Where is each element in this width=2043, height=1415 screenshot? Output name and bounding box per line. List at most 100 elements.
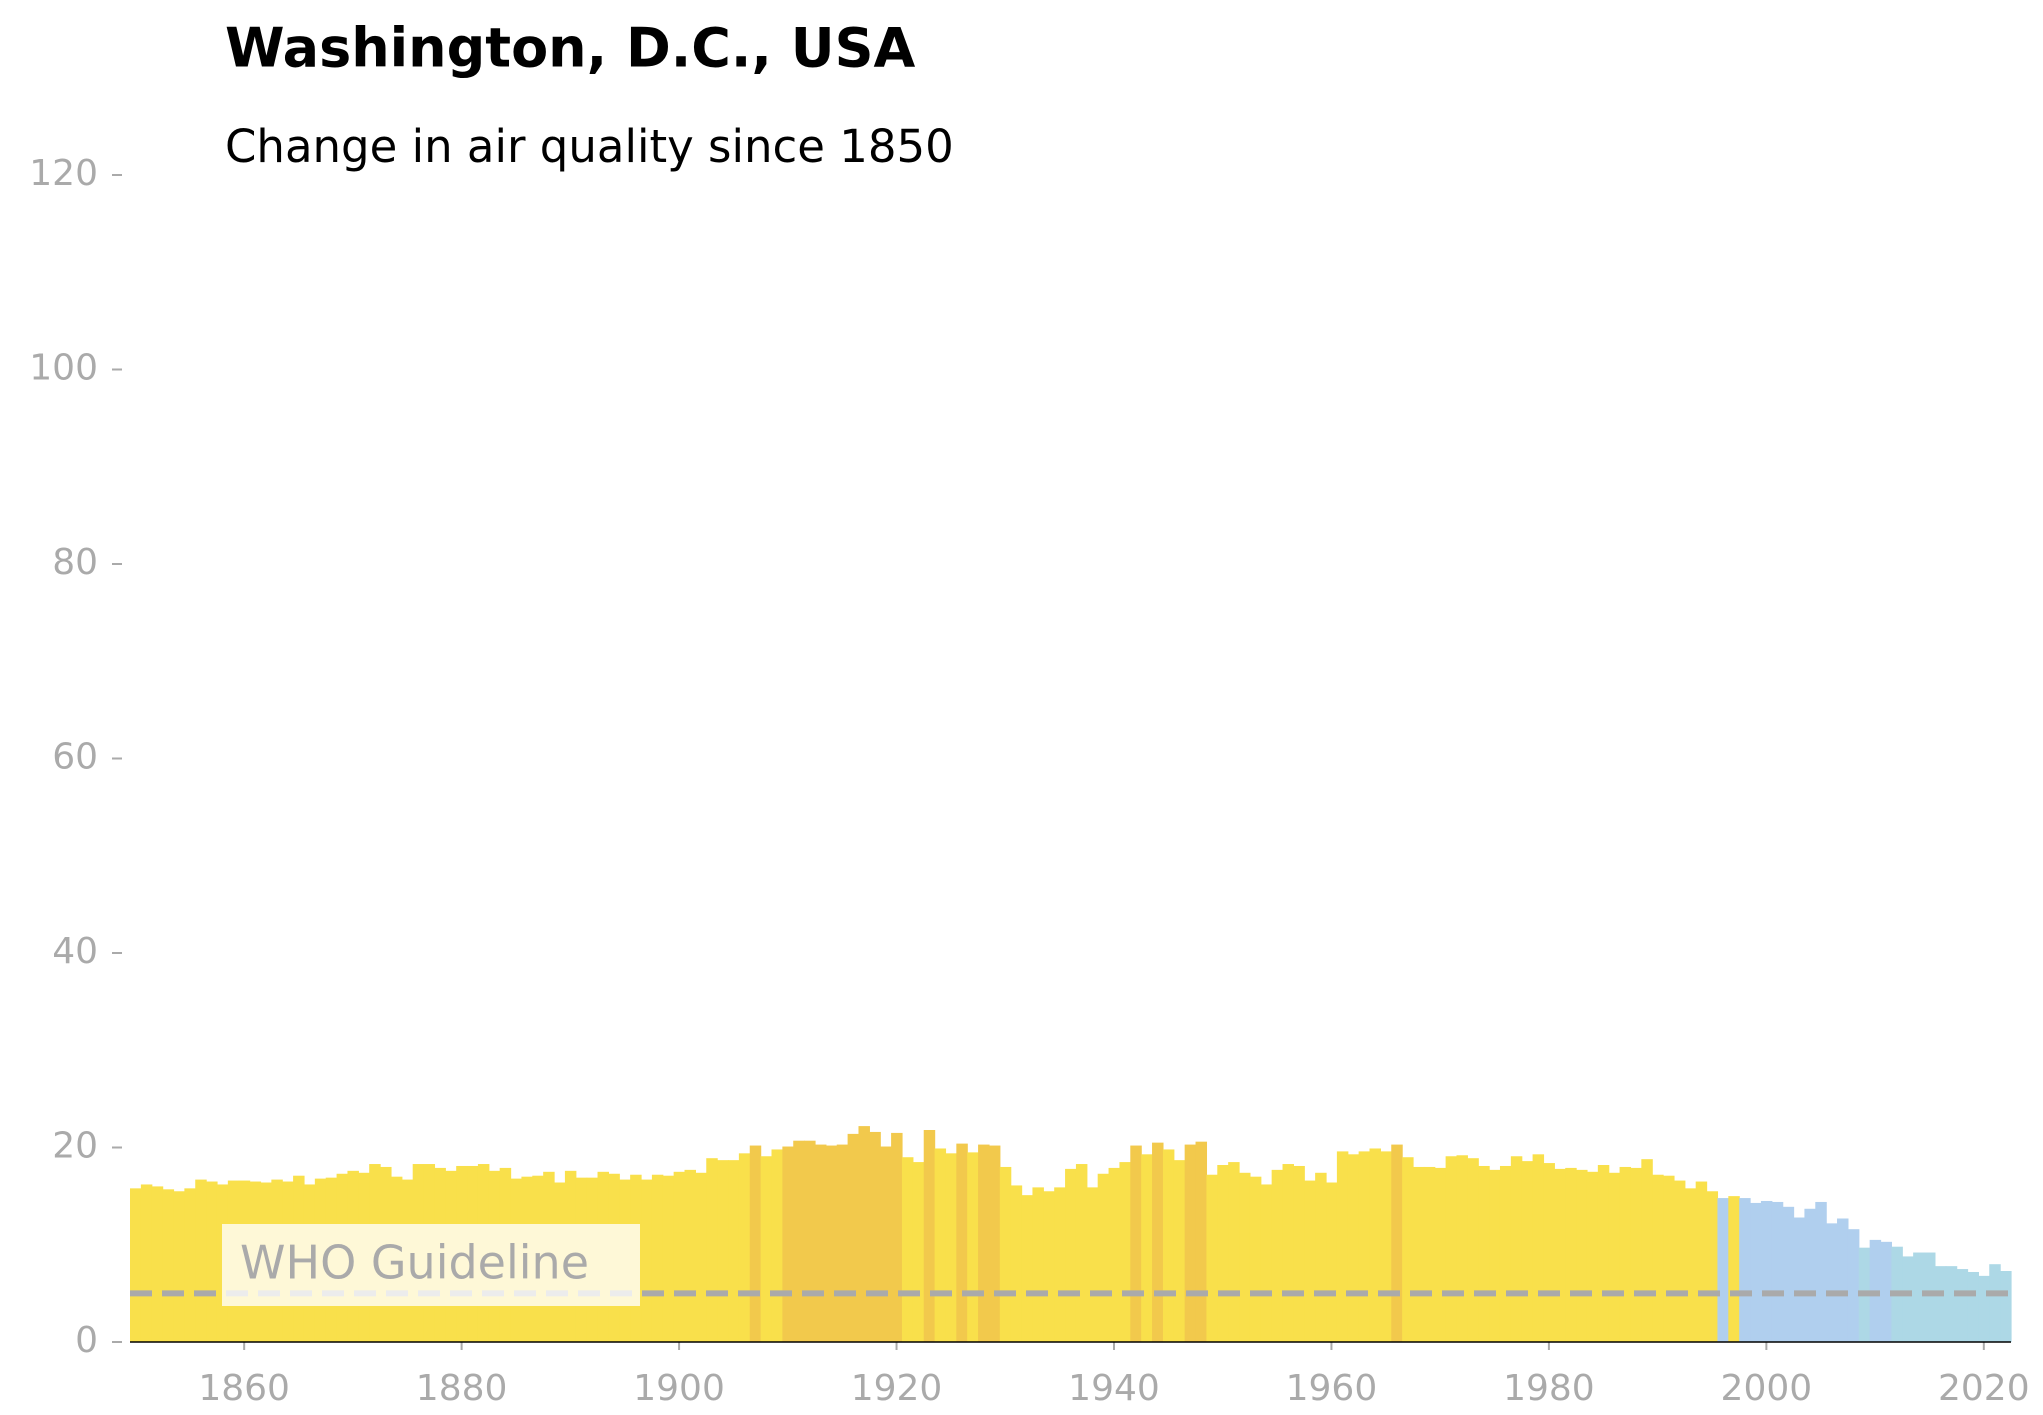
- bar: [1249, 1176, 1262, 1342]
- bar: [140, 1184, 153, 1342]
- bar: [1119, 1162, 1131, 1342]
- x-tick-label: 2020: [1938, 1368, 2030, 1409]
- bar: [869, 1131, 881, 1342]
- bar: [945, 1153, 957, 1342]
- bar: [1913, 1252, 1925, 1342]
- bar: [912, 1162, 925, 1342]
- bar: [1412, 1166, 1425, 1342]
- bar: [1195, 1141, 1208, 1342]
- bar: [1739, 1198, 1751, 1342]
- bar: [1608, 1172, 1621, 1342]
- bar: [847, 1133, 860, 1342]
- bar: [760, 1156, 773, 1342]
- bar: [1086, 1187, 1099, 1342]
- bar: [1978, 1275, 1990, 1342]
- bar: [1075, 1164, 1088, 1342]
- bar: [1728, 1196, 1740, 1342]
- y-tick-label: 0: [75, 1320, 98, 1361]
- bar: [1456, 1155, 1468, 1342]
- bar: [1663, 1175, 1675, 1342]
- bar: [1576, 1169, 1588, 1342]
- bar: [1402, 1157, 1414, 1342]
- bar: [1684, 1188, 1697, 1342]
- bar: [1358, 1151, 1371, 1342]
- bar: [1804, 1208, 1816, 1342]
- bar: [1956, 1269, 1969, 1342]
- x-tick-label: 1860: [198, 1368, 290, 1409]
- bar: [1380, 1151, 1392, 1342]
- y-tick-label: 100: [29, 348, 98, 389]
- bar: [173, 1191, 185, 1342]
- bar: [1673, 1180, 1686, 1342]
- bar: [858, 1126, 870, 1342]
- bar: [782, 1146, 794, 1342]
- bar: [1641, 1159, 1653, 1342]
- bar: [967, 1152, 979, 1342]
- bar: [999, 1166, 1012, 1342]
- bar: [1347, 1154, 1360, 1342]
- bar: [695, 1172, 707, 1342]
- bar: [836, 1144, 849, 1342]
- bar: [1054, 1187, 1066, 1342]
- bar: [1924, 1252, 1936, 1342]
- bar: [1130, 1145, 1142, 1342]
- bar: [1554, 1168, 1566, 1342]
- bar: [1837, 1218, 1849, 1342]
- chart-subtitle: Change in air quality since 1850: [225, 120, 954, 173]
- bar: [1467, 1158, 1479, 1342]
- bar: [2000, 1271, 2012, 1342]
- bar: [1760, 1200, 1773, 1342]
- bar: [1184, 1144, 1197, 1342]
- y-tick-label: 60: [52, 737, 98, 778]
- bar: [1282, 1164, 1294, 1342]
- bar: [749, 1145, 762, 1342]
- bar: [934, 1148, 947, 1342]
- y-tick-label: 80: [52, 542, 98, 583]
- x-tick-label: 1980: [1503, 1368, 1595, 1409]
- x-tick-label: 2000: [1721, 1368, 1813, 1409]
- bar: [1586, 1171, 1599, 1342]
- bar: [151, 1186, 164, 1342]
- bar: [1391, 1144, 1403, 1342]
- bar: [1630, 1167, 1642, 1342]
- bar: [1597, 1165, 1610, 1342]
- bar: [1097, 1173, 1110, 1342]
- bar: [814, 1144, 827, 1342]
- bar: [1489, 1169, 1501, 1342]
- bar: [1423, 1166, 1436, 1342]
- bar: [901, 1157, 914, 1342]
- bar: [1510, 1156, 1523, 1342]
- bar: [1293, 1165, 1305, 1342]
- bar: [184, 1188, 196, 1342]
- bar: [956, 1143, 968, 1342]
- bar: [1326, 1182, 1338, 1342]
- bar: [1369, 1148, 1381, 1342]
- bar: [1771, 1201, 1784, 1342]
- bar: [1902, 1256, 1914, 1342]
- bar: [1108, 1167, 1121, 1342]
- bar: [923, 1129, 936, 1342]
- bar: [706, 1158, 718, 1342]
- bar: [825, 1145, 838, 1342]
- bar: [1793, 1217, 1806, 1342]
- bar: [1228, 1162, 1240, 1342]
- bar: [771, 1149, 783, 1342]
- bar: [1815, 1201, 1827, 1342]
- bar: [1565, 1167, 1577, 1342]
- bar: [1695, 1181, 1708, 1342]
- bar: [1141, 1154, 1153, 1342]
- y-tick-label: 20: [52, 1126, 98, 1167]
- bar: [880, 1146, 892, 1342]
- bar: [1521, 1161, 1534, 1342]
- bar: [662, 1175, 675, 1342]
- bar: [1043, 1191, 1055, 1342]
- guideline-label-box: [222, 1224, 640, 1306]
- bar: [1934, 1266, 1947, 1342]
- bar: [978, 1144, 990, 1342]
- bar: [1152, 1142, 1164, 1342]
- bar: [1847, 1229, 1860, 1342]
- bar: [1239, 1172, 1251, 1342]
- bar: [717, 1160, 729, 1342]
- bar: [1217, 1165, 1229, 1342]
- bar: [804, 1140, 816, 1342]
